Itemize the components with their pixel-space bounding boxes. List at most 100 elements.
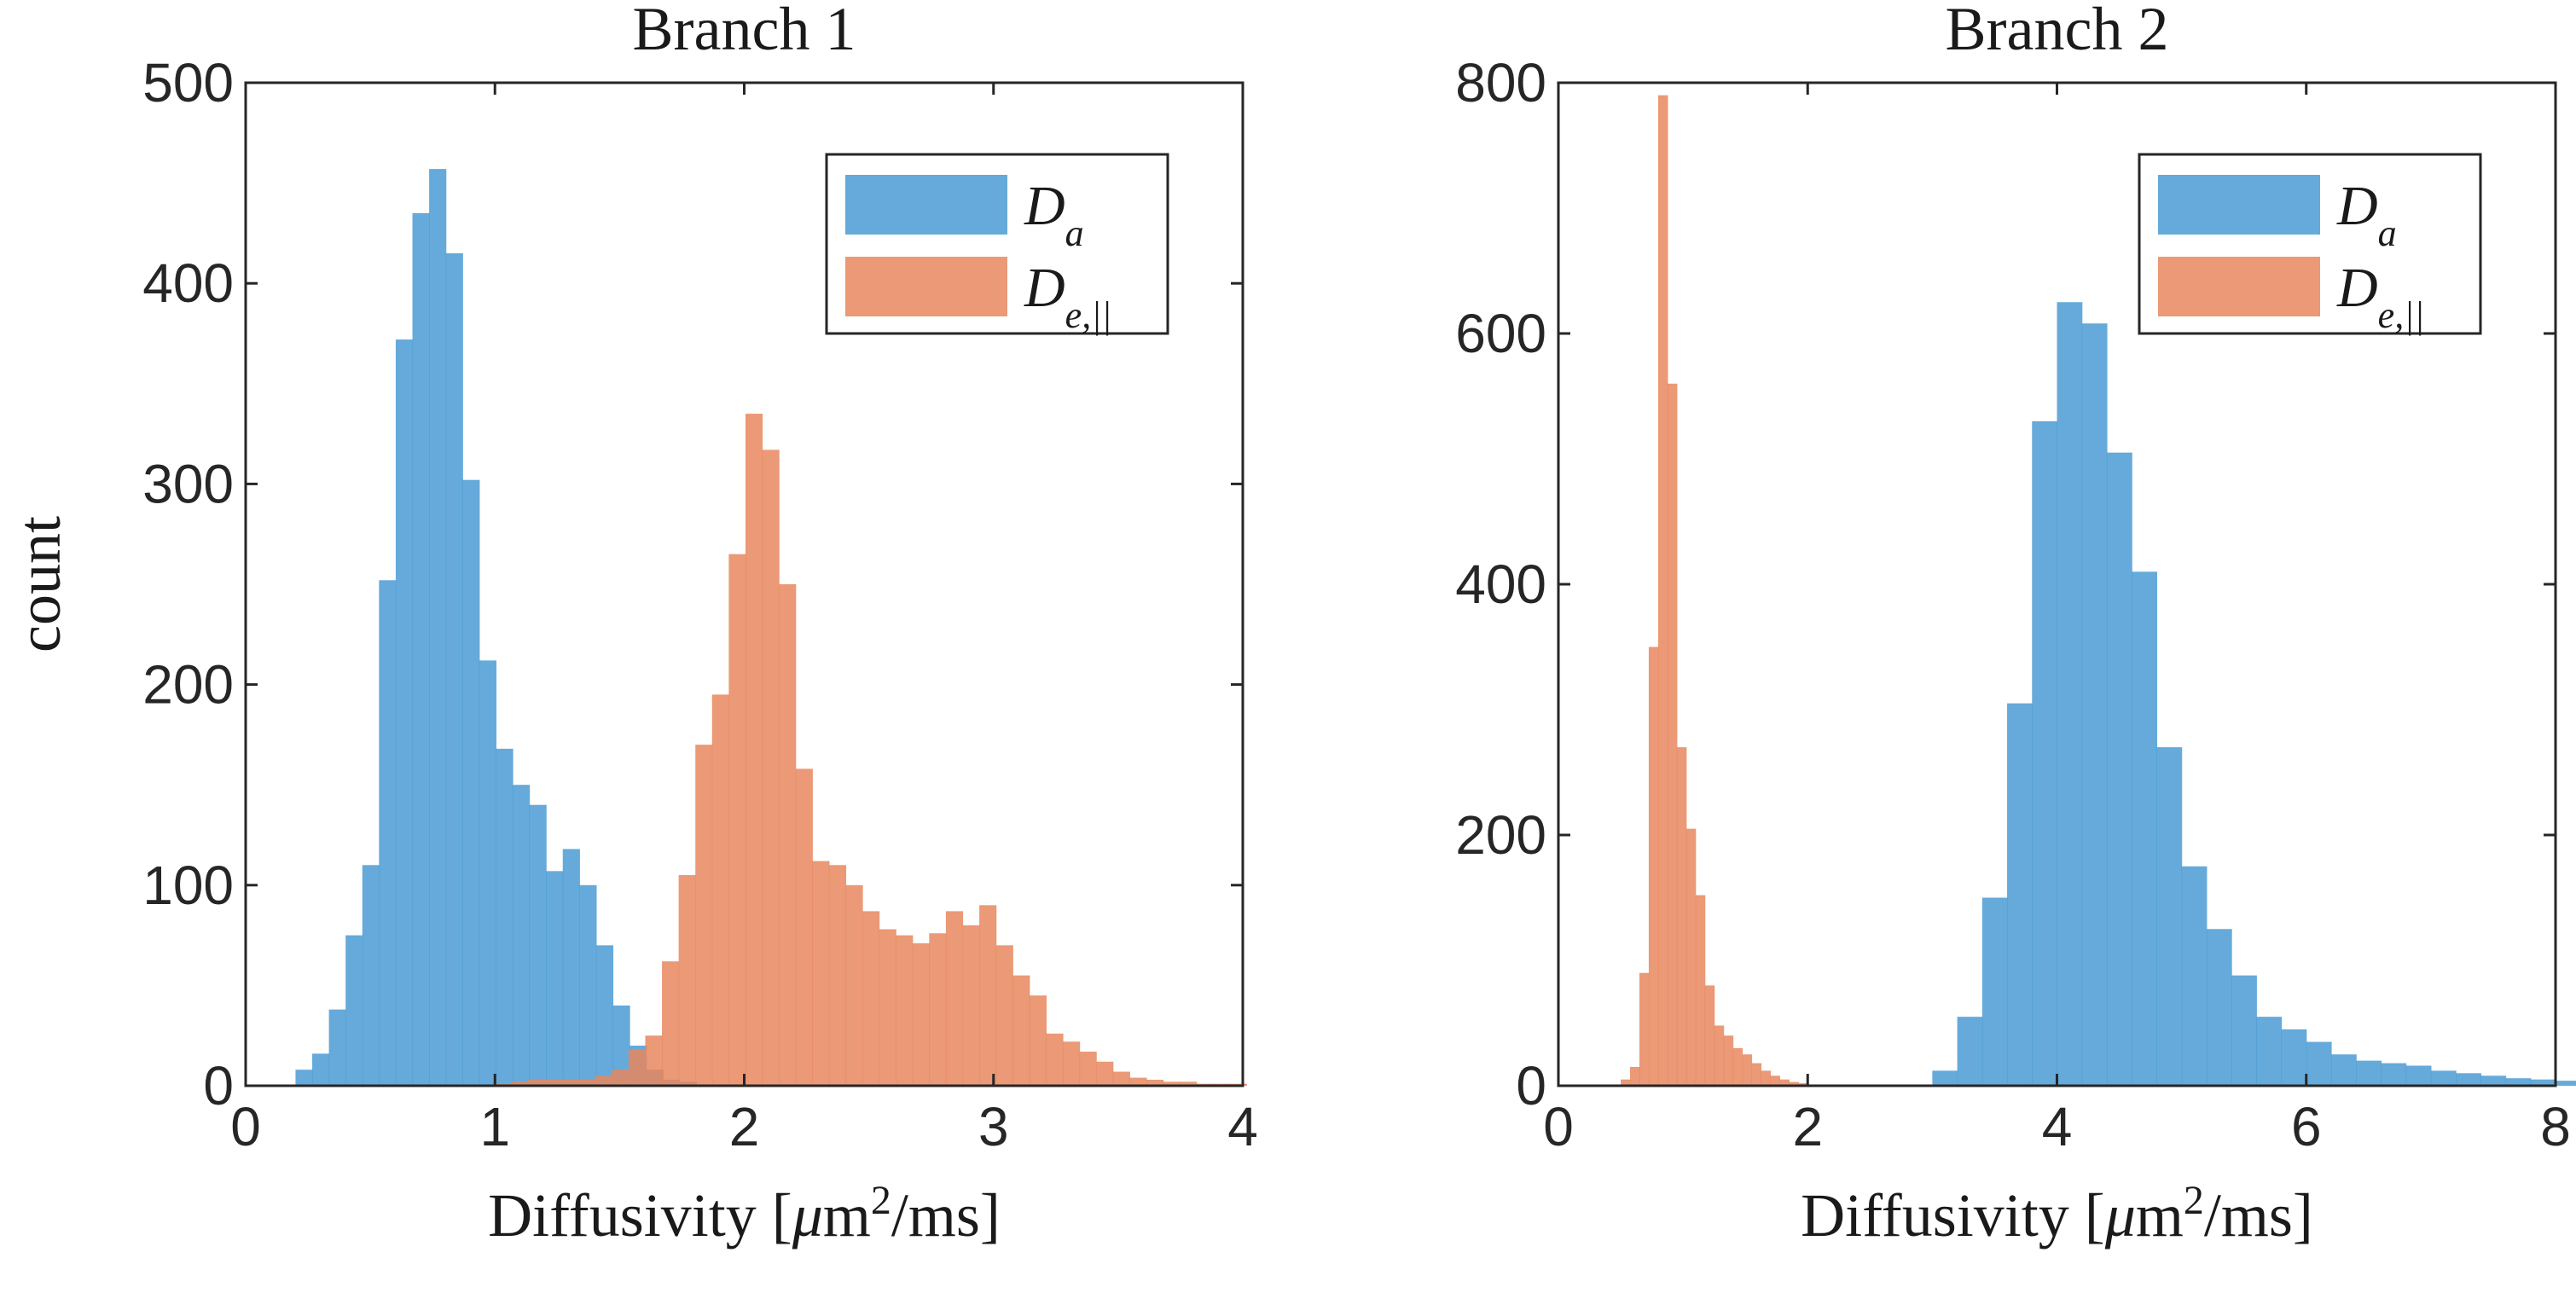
bar-de-14	[728, 554, 746, 1086]
bar-de-23	[879, 929, 896, 1086]
bar-da-14	[2281, 1029, 2307, 1086]
bar-da-2	[328, 1009, 346, 1086]
legend-swatch-da	[2158, 175, 2320, 235]
bar-de-26	[929, 933, 947, 1086]
legend-label-de: De,||	[2336, 257, 2424, 336]
legend-main: D	[1024, 175, 1065, 237]
bar-da-7	[2106, 452, 2132, 1086]
branch-1-x-label: Diffusivity [μm2/ms]	[488, 1178, 1001, 1250]
legend-label-da: Da	[1024, 175, 1084, 254]
bar-da-0	[1932, 1070, 1958, 1086]
bar-da-7	[412, 212, 430, 1086]
bar-de-18	[1789, 1081, 1799, 1086]
bar-de-15	[1761, 1070, 1772, 1086]
legend-main: D	[2336, 257, 2378, 319]
branch-2-panel: 0 2 4 6 8 0 200 400 600 800 Branch 2 Diffusivity …	[1455, 0, 2576, 1250]
x-tick-label: 3	[978, 1096, 1009, 1157]
bar-da-24	[2530, 1079, 2556, 1086]
bar-da-22	[2480, 1076, 2507, 1086]
legend-swatch-de	[2158, 257, 2320, 316]
bar-da-20	[2430, 1070, 2457, 1086]
bar-de-35	[1079, 1052, 1097, 1086]
y-tick-label: 300	[142, 453, 234, 514]
bar-de-6	[595, 1076, 612, 1086]
bar-da-5	[2057, 302, 2083, 1086]
bar-de-16	[1770, 1076, 1780, 1086]
branch-1-panel: 0 1 2 3 4 0 100 200 300 400 500 Branch 1 Diffusivi…	[5, 0, 1258, 1250]
bar-da-15	[546, 871, 564, 1086]
squared-exponent: 2	[2184, 1178, 2204, 1223]
bar-da-0	[295, 1070, 313, 1086]
bar-da-19	[612, 1005, 630, 1086]
bar-de-31	[1012, 975, 1030, 1086]
bar-de-3	[544, 1079, 563, 1086]
branch-2-title: Branch 2	[1946, 0, 2169, 63]
bar-de-1	[1630, 1066, 1640, 1086]
branch-2-bars	[1621, 95, 2576, 1087]
bar-de-4	[1657, 95, 1668, 1087]
bar-da-25	[2556, 1081, 2576, 1086]
bar-de-10	[1714, 1025, 1725, 1086]
bar-de-4	[561, 1079, 579, 1086]
bar-de-10	[662, 961, 680, 1086]
bar-da-9	[2156, 747, 2183, 1086]
bar-da-1	[1957, 1017, 1983, 1086]
bar-da-15	[2306, 1041, 2332, 1086]
branch-1-y-label: count	[5, 516, 73, 652]
bar-de-33	[1046, 1033, 1064, 1086]
bar-de-6	[1676, 747, 1687, 1086]
y-tick-label: 0	[1516, 1055, 1546, 1116]
bar-da-3	[2007, 703, 2033, 1086]
legend-swatch-de	[845, 257, 1007, 316]
mu-symbol: μ	[2104, 1181, 2136, 1250]
bar-de-18	[795, 768, 813, 1086]
bar-da-18	[2381, 1063, 2407, 1086]
x-tick-label: 2	[729, 1096, 760, 1157]
x-tick-label: 4	[1227, 1096, 1258, 1157]
bar-de-19	[812, 861, 830, 1086]
bar-de-3	[1648, 646, 1659, 1086]
bar-de-27	[945, 911, 964, 1086]
bar-da-3	[345, 935, 363, 1086]
bar-de-13	[711, 694, 729, 1086]
bar-de-8	[628, 1049, 647, 1086]
bar-da-4	[2032, 420, 2058, 1086]
bar-da-16	[562, 849, 580, 1086]
y-tick-label: 200	[1455, 804, 1546, 866]
x-tick-label: 8	[2540, 1096, 2571, 1157]
bar-de-28	[962, 925, 980, 1086]
y-tick-label: 400	[142, 252, 234, 314]
bar-da-8	[2132, 571, 2157, 1086]
bar-de-30	[995, 945, 1013, 1086]
bar-de-8	[1695, 895, 1706, 1086]
y-tick-label: 600	[1455, 303, 1546, 364]
x-tick-label: 2	[1792, 1096, 1823, 1157]
bar-de-34	[1062, 1041, 1081, 1086]
legend-subscript: e,||	[2378, 294, 2425, 336]
bar-da-4	[362, 865, 380, 1086]
bar-da-21	[2456, 1073, 2481, 1086]
y-tick-label: 800	[1455, 52, 1546, 113]
bar-de-39	[1146, 1079, 1164, 1086]
squared-exponent: 2	[871, 1178, 891, 1223]
x-tick-label: 6	[2291, 1096, 2322, 1157]
bar-de-0	[1621, 1079, 1631, 1086]
y-tick-label: 200	[142, 654, 234, 716]
bar-da-17	[579, 884, 597, 1086]
bar-de-37	[1112, 1071, 1130, 1086]
bar-de-13	[1742, 1054, 1753, 1086]
bar-da-19	[2405, 1065, 2432, 1086]
bar-da-14	[529, 804, 547, 1086]
bar-da-5	[379, 580, 397, 1086]
bar-de-36	[1096, 1061, 1114, 1086]
branch-2-x-label: Diffusivity [μm2/ms]	[1801, 1178, 2313, 1250]
branch-1-title: Branch 1	[633, 0, 856, 63]
bar-da-8	[429, 169, 447, 1087]
mu-symbol: μ	[792, 1181, 823, 1250]
legend-label-da: Da	[2336, 175, 2397, 254]
bar-da-10	[2181, 866, 2208, 1086]
legend-main: D	[1024, 257, 1065, 319]
bar-de-2	[528, 1079, 546, 1086]
